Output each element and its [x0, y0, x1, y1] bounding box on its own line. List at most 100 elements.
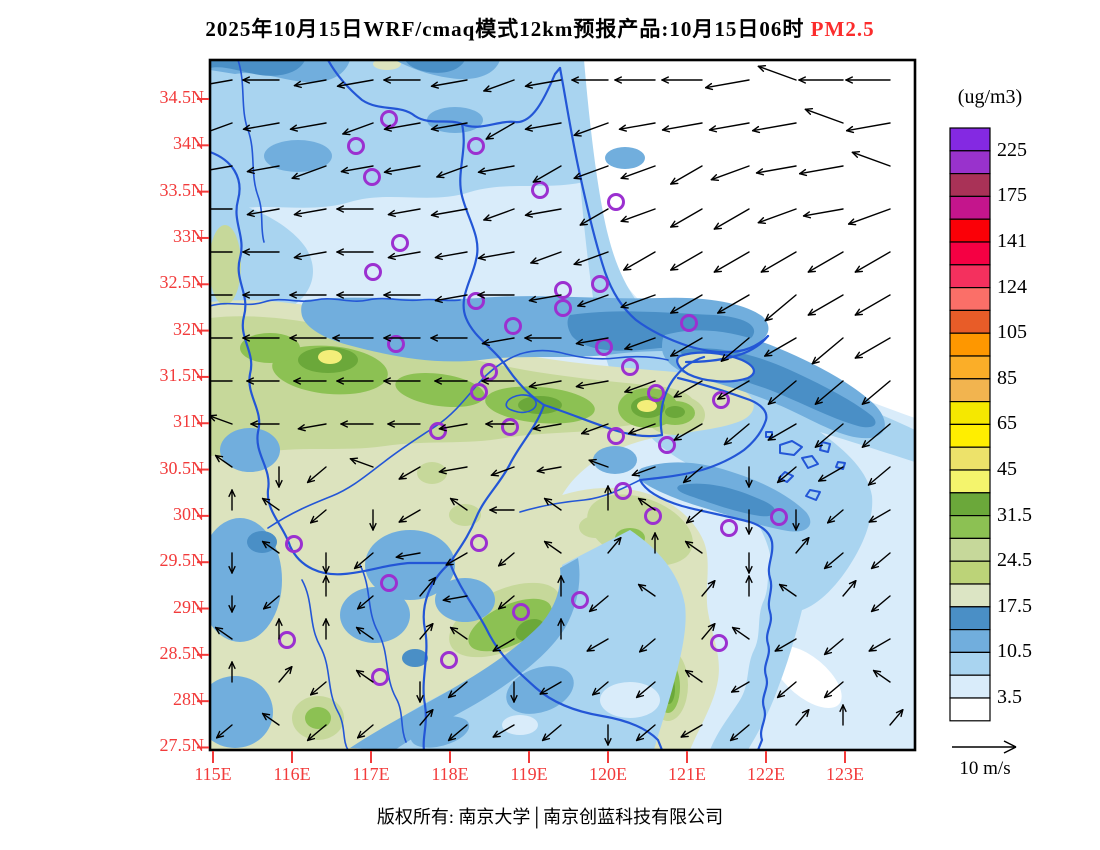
pm25-region: [518, 396, 562, 414]
pm25-region: [318, 350, 342, 364]
legend-swatch: [949, 218, 991, 243]
legend-swatch: [949, 583, 991, 608]
wind-scale-label: 10 m/s: [959, 758, 1011, 779]
pm25-region: [373, 60, 401, 70]
city-marker: [363, 168, 381, 186]
boundary-line: [659, 355, 706, 437]
boundary-line: [422, 561, 452, 750]
boundary-line: [210, 150, 452, 576]
city-marker: [467, 292, 485, 310]
pm25-region: [593, 446, 637, 474]
lat-label: 31N: [173, 411, 204, 432]
legend-swatch: [949, 173, 991, 198]
pm25-region: [340, 587, 410, 643]
boundary-line: [505, 394, 537, 414]
lat-label: 29N: [173, 596, 204, 617]
pm25-region: [562, 60, 915, 613]
city-marker: [278, 631, 296, 649]
legend-swatch: [949, 674, 991, 699]
city-marker: [595, 338, 613, 356]
city-marker: [380, 574, 398, 592]
legend-label: 45: [997, 458, 1017, 480]
pm25-region: [579, 516, 611, 538]
city-marker: [607, 193, 625, 211]
legend-swatch: [949, 606, 991, 631]
city-marker: [371, 668, 389, 686]
lon-label: 118E: [431, 764, 469, 784]
legend-swatch: [949, 309, 991, 334]
city-marker: [531, 181, 549, 199]
lat-label: 33N: [173, 225, 204, 246]
lat-label: 30N: [173, 503, 204, 524]
map-border: [208, 58, 917, 752]
pm25-region: [210, 60, 305, 76]
city-marker: [720, 519, 738, 537]
boundary-line: [359, 564, 407, 743]
legend-swatch: [949, 628, 991, 653]
lat-label: 34.5N: [159, 87, 205, 107]
city-markers-layer: [278, 110, 788, 686]
lat-label: 28.5N: [159, 642, 205, 663]
legend-swatch: [949, 241, 991, 266]
legend-swatch: [949, 514, 991, 539]
legend-label: 24.5: [997, 549, 1032, 572]
legend-swatch: [949, 150, 991, 175]
wind-arrows-layer: [210, 65, 904, 746]
legend-swatch: [949, 287, 991, 312]
city-marker: [607, 427, 625, 445]
legend-label: 141: [997, 230, 1027, 252]
legend-label: 124: [997, 275, 1027, 298]
legend-unit: (ug/m3): [957, 86, 1023, 108]
lat-label: 30.5N: [159, 457, 205, 478]
legend-label: 225: [997, 138, 1027, 161]
city-marker: [658, 436, 676, 454]
legend-label: 85: [997, 366, 1017, 389]
pm25-region: [402, 649, 428, 667]
pm25-region: [502, 715, 538, 735]
city-marker: [571, 591, 589, 609]
lat-label: 31.5N: [159, 364, 205, 385]
lat-label: 32N: [173, 318, 204, 339]
copyright-text: 版权所有: 南京大学│南京创蓝科技有限公司: [376, 807, 724, 827]
legend-label: 175: [997, 184, 1027, 207]
boundary-line: [558, 66, 770, 354]
city-marker: [680, 314, 698, 332]
pm25-region: [710, 556, 810, 750]
pm25-region: [449, 504, 481, 526]
legend-swatch: [949, 537, 991, 562]
city-marker: [621, 358, 639, 376]
lon-label: 115E: [194, 764, 232, 784]
lon-label: 121E: [668, 764, 706, 784]
city-marker: [467, 137, 485, 155]
lon-label: 119E: [510, 764, 548, 784]
boundary-line: [210, 297, 461, 307]
legend-label: 31.5: [997, 503, 1032, 526]
lon-label: 116E: [273, 764, 311, 784]
pm25-region: [210, 225, 241, 305]
city-marker: [470, 534, 488, 552]
city-marker: [712, 391, 730, 409]
boundary-line: [448, 561, 664, 750]
boundary-line: [765, 431, 846, 501]
city-marker: [387, 335, 405, 353]
wind-ref-arrow: [1003, 746, 1017, 754]
legend-swatch: [949, 355, 991, 380]
city-marker: [504, 317, 522, 335]
legend-swatch: [949, 697, 991, 722]
city-marker: [440, 651, 458, 669]
legend-label: 3.5: [997, 686, 1022, 708]
city-marker: [591, 275, 609, 293]
city-marker: [647, 384, 665, 402]
legend-label: 65: [997, 412, 1017, 435]
boundary-line: [638, 376, 774, 750]
pm25-region: [772, 645, 842, 709]
pm25-region: [405, 60, 465, 73]
legend-label: 105: [997, 321, 1027, 344]
city-marker: [347, 137, 365, 155]
title-main: 2025年10月15日WRF/cmaq模式12km预报产品:10月15日06时: [205, 17, 805, 41]
legend-swatch: [949, 651, 991, 676]
lat-label: 29.5N: [159, 550, 205, 571]
pm25-region: [637, 400, 657, 412]
lon-label: 122E: [747, 764, 785, 784]
